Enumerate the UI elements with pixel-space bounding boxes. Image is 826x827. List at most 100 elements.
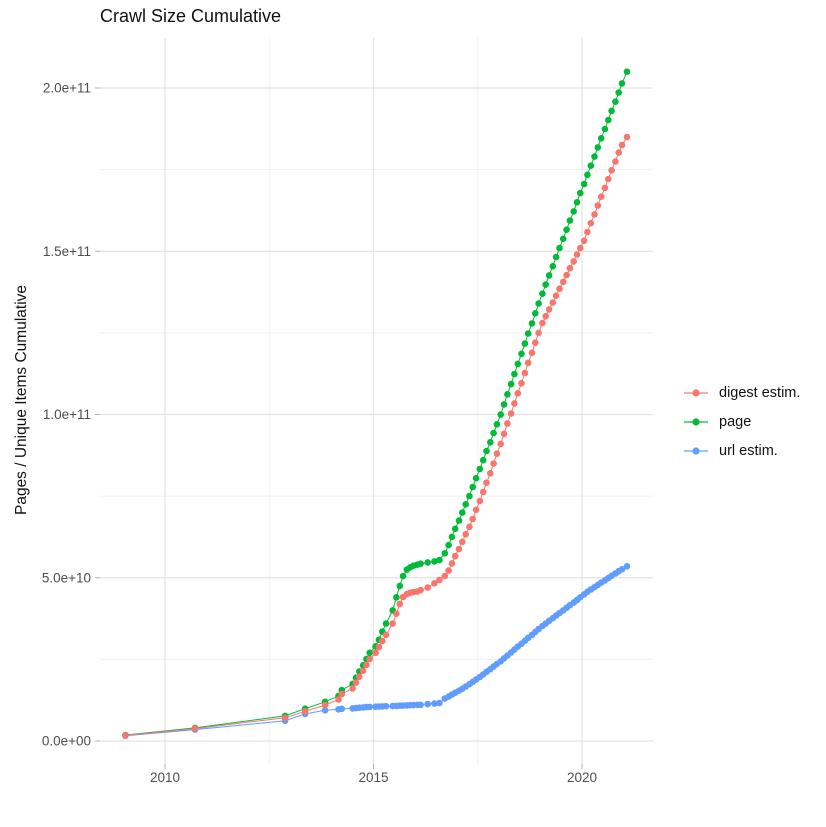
data-point-page (462, 501, 470, 508)
data-point-page (511, 370, 518, 378)
data-point-digest-estim (393, 610, 400, 617)
legend-key-icon (684, 388, 708, 397)
chart-title: Crawl Size Cumulative (100, 6, 282, 26)
data-point-page (623, 68, 631, 75)
data-point-page (483, 447, 490, 455)
data-point-digest-estim (493, 450, 501, 458)
data-point-page (399, 572, 407, 580)
y-tick-label: 1.5e+11 (43, 244, 91, 259)
data-point-page (466, 492, 473, 500)
data-point-page (382, 620, 390, 627)
data-point-digest-estim (424, 584, 432, 591)
series-points-page (122, 68, 631, 739)
legend-key-icon (684, 417, 708, 426)
data-point-digest-estim (601, 184, 609, 192)
data-point-digest-estim (577, 244, 584, 252)
legend: digest estim. page url estim. (683, 378, 800, 465)
data-point-digest-estim (608, 167, 615, 174)
data-point-url-estim (436, 699, 443, 707)
data-point-page (514, 360, 522, 368)
data-point-digest-estim (476, 497, 484, 505)
data-point-digest-estim (472, 506, 480, 514)
series-points-digest-estim (122, 133, 631, 739)
data-point-digest-estim (382, 631, 390, 639)
x-tick-label: 2010 (150, 770, 180, 785)
data-point-digest-estim (549, 299, 557, 306)
data-point-page (504, 391, 511, 398)
data-point-page (528, 320, 536, 327)
data-point-digest-estim (612, 158, 619, 165)
data-point-url-estim (424, 700, 432, 708)
y-axis-title: Pages / Unique Items Cumulative (13, 284, 30, 516)
data-point-page (577, 189, 584, 197)
legend-key-dot-icon (692, 446, 700, 455)
data-point-page (566, 217, 574, 224)
data-point-page (431, 558, 438, 565)
y-tick-label: 0.0e+00 (42, 734, 91, 749)
data-point-page (587, 162, 595, 169)
data-point-digest-estim (363, 661, 370, 669)
data-point-digest-estim (459, 538, 466, 546)
y-tick-label: 5.0e+10 (42, 570, 91, 585)
data-point-page (417, 560, 424, 567)
data-point-page (615, 89, 622, 96)
data-point-page (459, 509, 466, 516)
data-point-page (539, 290, 546, 298)
data-point-page (570, 208, 577, 215)
data-point-digest-estim (490, 460, 497, 467)
data-point-digest-estim (451, 552, 459, 560)
data-point-digest-estim (524, 359, 532, 367)
data-point-digest-estim (507, 410, 515, 417)
data-point-digest-estim (559, 278, 567, 286)
data-point-digest-estim (597, 193, 605, 200)
data-point-digest-estim (528, 349, 536, 357)
data-point-page (436, 556, 443, 564)
data-point-digest-estim (497, 440, 505, 448)
x-tick-label: 2020 (567, 770, 597, 785)
legend-key-dot-icon (692, 417, 700, 426)
data-point-url-estim (382, 702, 390, 710)
data-point-digest-estim (479, 488, 487, 496)
data-point-page (559, 235, 567, 243)
data-point-digest-estim (545, 306, 553, 313)
data-point-digest-estim (462, 531, 470, 538)
data-point-digest-estim (455, 545, 463, 553)
data-point-digest-estim (356, 673, 363, 680)
data-point-digest-estim (122, 732, 129, 739)
data-point-page (580, 180, 588, 188)
data-point-url-estim (338, 705, 346, 713)
data-point-digest-estim (389, 620, 397, 627)
data-point-digest-estim (431, 580, 438, 587)
data-point-digest-estim (566, 264, 574, 272)
data-point-digest-estim (375, 643, 383, 651)
data-point-page (556, 244, 563, 252)
data-point-page (618, 80, 626, 87)
data-point-page (469, 483, 477, 491)
data-point-page (573, 199, 581, 206)
data-point-digest-estim (618, 141, 626, 149)
data-point-digest-estim (580, 237, 588, 245)
data-point-digest-estim (518, 379, 525, 387)
data-point-page (597, 135, 605, 142)
data-point-page (591, 153, 598, 160)
data-point-digest-estim (570, 258, 577, 265)
data-point-digest-estim (521, 369, 529, 377)
data-point-page (479, 456, 487, 464)
data-point-digest-estim (584, 228, 591, 236)
data-point-page (518, 350, 525, 358)
data-point-digest-estim (556, 285, 563, 293)
data-point-page (393, 594, 400, 601)
data-point-page (455, 517, 463, 524)
legend-label: digest estim. (719, 384, 801, 401)
legend-key-icon (684, 446, 708, 455)
data-point-digest-estim (445, 567, 452, 574)
data-point-page (532, 310, 539, 317)
data-point-digest-estim (605, 175, 612, 183)
series-line-digest-estim (125, 136, 628, 736)
data-point-page (584, 171, 591, 179)
data-point-page (487, 439, 494, 446)
data-point-page (542, 281, 549, 288)
data-point-digest-estim (532, 339, 539, 347)
data-point-digest-estim (372, 649, 379, 657)
